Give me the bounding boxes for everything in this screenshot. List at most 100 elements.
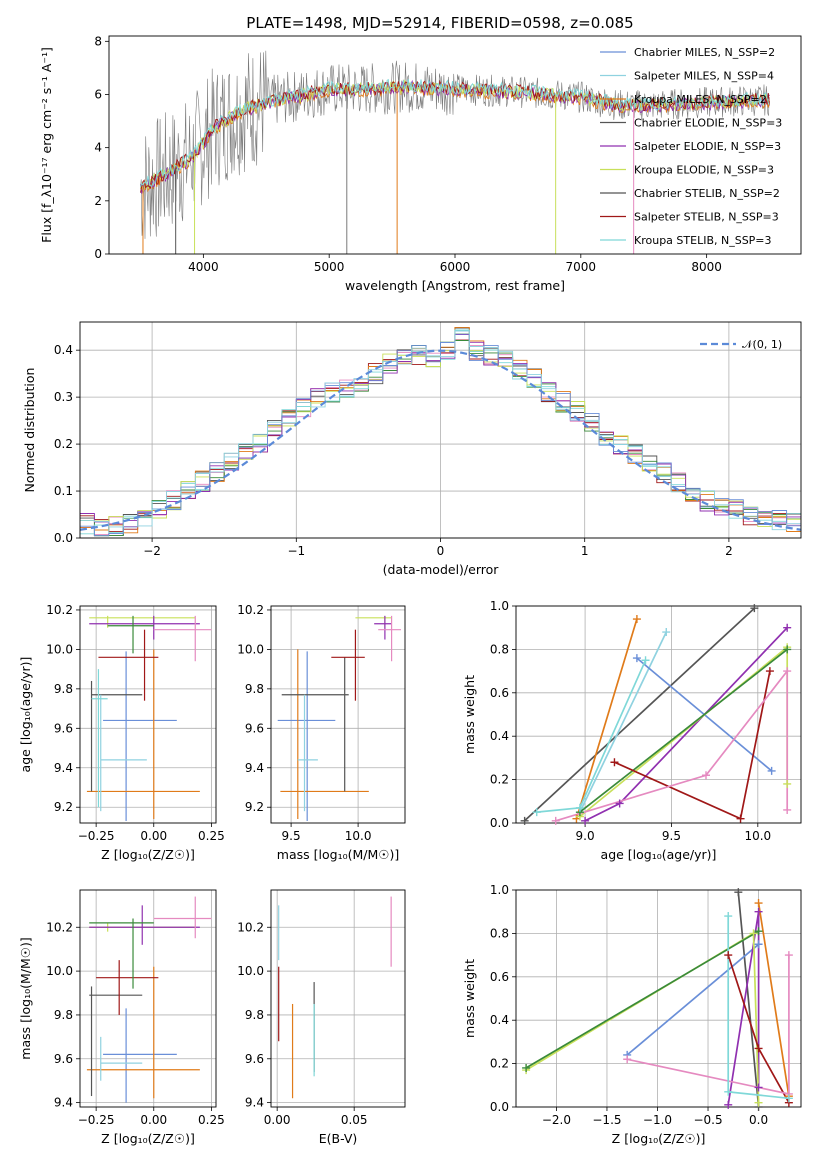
age_vs_Z-ytick-label-1: 9.4 <box>54 761 73 775</box>
mass_vs_Z-xlabel: Z [log₁₀(Z/Z☉)] <box>101 1131 195 1146</box>
mass_vs_Z-ylabel: mass [log₁₀(M/M☉)] <box>18 937 33 1059</box>
weight_vs_age-series-4 <box>584 627 788 822</box>
weight_vs_age-marker-3-0 <box>632 654 641 663</box>
weight_vs_age-series-0 <box>524 607 755 822</box>
weight_vs_Z-marker-6-1 <box>754 1044 763 1053</box>
age_vs_Z-ytick-label-0: 9.2 <box>54 800 73 814</box>
weight_vs_age-ytick-label-0: 0.0 <box>490 816 509 830</box>
weight_vs_Z-marker-4-1 <box>749 929 758 938</box>
residuals-normal-curve <box>80 349 801 531</box>
mass_vs_Z-ytick-label-3: 10.0 <box>46 964 73 978</box>
mass_vs_Z-xtick-label-2: 0.25 <box>198 1113 225 1127</box>
spectrum-legend-label-6: Chabrier STELIB, N_SSP=2 <box>634 187 780 200</box>
weight_vs_age-ytick-label-4: 0.8 <box>490 642 509 656</box>
spectrum-xtick-label-0: 4000 <box>188 260 219 274</box>
weight_vs_age-marker-6-1 <box>783 645 792 654</box>
weight_vs_age-plot-area <box>524 607 789 822</box>
weight_vs_Z-marker-8-1 <box>724 1087 733 1096</box>
weight_vs_Z-series-0 <box>737 892 760 1107</box>
weight_vs_age-ylabel: mass weight <box>462 675 477 754</box>
age_vs_mass-xtick-label-1: 10.0 <box>345 829 372 843</box>
spectrum-xtick-label-4: 8000 <box>691 260 722 274</box>
residuals-ytick-label-4: 0.4 <box>54 343 73 357</box>
weight_vs_age-marker-7-1 <box>736 814 745 823</box>
spectrum-legend-label-8: Kroupa STELIB, N_SSP=3 <box>634 234 772 247</box>
residuals-ytick-label-2: 0.2 <box>54 437 73 451</box>
weight_vs_age-marker-4-1 <box>615 799 624 808</box>
weight_vs_age-marker-9-0 <box>532 808 541 817</box>
spectrum-xtick-label-3: 7000 <box>566 260 597 274</box>
residuals-ytick-label-1: 0.1 <box>54 484 73 498</box>
spectrum-legend-label-2: Kroupa MILES, N_SSP=2 <box>634 93 767 106</box>
weight_vs_Z-xtick-label-0: −2.0 <box>542 1113 571 1127</box>
age_vs_Z-plot-area <box>86 615 212 822</box>
age_vs_Z-xtick-label-1: 0.00 <box>140 829 167 843</box>
weight_vs_Z-xtick-label-4: 0.0 <box>749 1113 768 1127</box>
weight_vs_Z-xtick-label-1: −1.5 <box>592 1113 621 1127</box>
weight_vs_age-marker-7-0 <box>610 758 619 767</box>
residuals-plot-area <box>80 326 801 538</box>
weight_vs_age-marker-5-2 <box>783 779 792 788</box>
age_vs_mass-frame <box>270 605 406 824</box>
spectrum-ytick-label-0: 0 <box>94 247 102 261</box>
weight_vs_Z-marker-8-2 <box>784 1094 793 1103</box>
mass_vs_Z-ytick-label-1: 9.6 <box>54 1052 73 1066</box>
weight_vs_age-ytick-label-2: 0.4 <box>490 729 509 743</box>
residuals-panel: −2 −1 0 1 2 0.0 0.1 0.2 0.3 0.4 (data-model)/error… <box>22 321 802 577</box>
weight_vs_Z-ytick-label-1: 0.2 <box>490 1057 509 1071</box>
residuals-frame <box>79 321 802 539</box>
weight_vs_age-series-6 <box>579 648 788 813</box>
age_vs_Z-panel: −0.25 0.00 0.25 9.2 9.4 9.6 9.8 10.0 10.2 Z [log₁… <box>18 603 225 862</box>
age_vs_mass-ytick-label-0: 9.2 <box>245 800 264 814</box>
mass_vs_EBV-ytick-label-2: 9.8 <box>245 1008 264 1022</box>
mass_vs_Z-ytick-label-0: 9.4 <box>54 1096 73 1110</box>
weight_vs_Z-marker-3-1 <box>754 907 763 916</box>
age_vs_mass-ytick-label-4: 10.0 <box>237 642 264 656</box>
age_vs_Z-frame <box>79 605 217 824</box>
mass_vs_EBV-xlabel: E(B-V) <box>319 1131 358 1146</box>
weight_vs_age-marker-0-1 <box>750 604 759 613</box>
spectrum-ytick-label-2: 4 <box>94 141 102 155</box>
weight_vs_Z-series-2 <box>626 943 760 1056</box>
weight_vs_Z-marker-3-0 <box>724 1100 733 1109</box>
weight_vs_Z-marker-2-1 <box>754 940 763 949</box>
weight_vs_age-marker-3-1 <box>767 766 776 775</box>
weight_vs_age-panel: 9.0 9.5 10.0 0.0 0.2 0.4 0.6 0.8 1.0 age [log₁₀(a… <box>462 599 802 862</box>
weight_vs_Z-ytick-label-2: 0.4 <box>490 1013 509 1027</box>
weight_vs_age-xtick-label-1: 9.5 <box>662 829 681 843</box>
spectrum-ytick-label-1: 2 <box>94 194 102 208</box>
weight_vs_age-ytick-label-5: 1.0 <box>490 599 509 613</box>
residuals-ylabel: Normed distribution <box>22 368 37 493</box>
age_vs_Z-xtick-label-0: −0.25 <box>78 829 115 843</box>
weight_vs_age-marker-8-0 <box>551 816 560 825</box>
spectrum-legend-label-5: Kroupa ELODIE, N_SSP=3 <box>634 164 774 177</box>
residuals-xlabel: (data-model)/error <box>383 562 500 577</box>
age_vs_mass-plot-area <box>277 615 401 822</box>
spectrum-legend-label-0: Chabrier MILES, N_SSP=2 <box>634 46 775 59</box>
age_vs_mass-xlabel: mass [log₁₀(M/M☉)] <box>277 847 399 862</box>
weight_vs_Z-marker-5-0 <box>522 1063 531 1072</box>
weight_vs_age-marker-0-0 <box>520 816 529 825</box>
weight_vs_age-series-2 <box>579 631 668 813</box>
mass_vs_EBV-ytick-label-4: 10.2 <box>237 920 264 934</box>
age_vs_mass-panel: 9.5 10.0 9.2 9.4 9.6 9.8 10.0 10.2 mass [log₁₀(M… <box>237 603 406 862</box>
weight_vs_age-series-1 <box>575 618 638 819</box>
weight_vs_age-series-8 <box>555 668 789 822</box>
age_vs_mass-ytick-label-3: 9.8 <box>245 682 264 696</box>
figure-title: PLATE=1498, MJD=52914, FIBERID=0598, z=0… <box>246 14 633 32</box>
mass_vs_Z-panel: −0.25 0.00 0.25 9.4 9.6 9.8 10.0 10.2 Z [log₁₀(Z… <box>18 889 225 1146</box>
age_vs_Z-ylabel: age [log₁₀(age/yr)] <box>18 657 33 773</box>
residuals-ytick-label-3: 0.3 <box>54 390 73 404</box>
residuals-xtick-label-0: −2 <box>143 544 161 558</box>
weight_vs_Z-marker-7-0 <box>623 1055 632 1064</box>
weight_vs_Z-ytick-label-5: 1.0 <box>490 883 509 897</box>
age_vs_Z-xtick-label-2: 0.25 <box>198 829 225 843</box>
weight_vs_age-xtick-label-2: 10.0 <box>744 829 771 843</box>
mass_vs_Z-ytick-label-4: 10.2 <box>46 920 73 934</box>
weight_vs_Z-marker-6-0 <box>724 951 733 960</box>
spectrum-plot-area <box>140 50 770 254</box>
weight_vs_age-marker-2-1 <box>662 628 671 637</box>
weight_vs_age-marker-9-1 <box>575 803 584 812</box>
age_vs_mass-ytick-label-1: 9.4 <box>245 761 264 775</box>
